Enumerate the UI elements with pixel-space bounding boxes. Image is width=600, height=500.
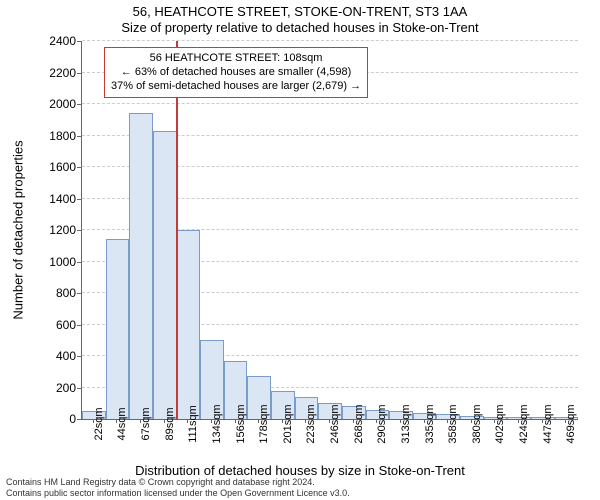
x-tick: 22sqm: [81, 420, 105, 466]
x-tick: 246sqm: [317, 420, 341, 466]
x-tick: 447sqm: [530, 420, 554, 466]
x-tick: 268sqm: [341, 420, 365, 466]
y-tick: 600: [26, 318, 76, 332]
y-tick: 1200: [26, 223, 76, 237]
x-tick: 156sqm: [223, 420, 247, 466]
info-line3: 37% of semi-detached houses are larger (…: [111, 80, 361, 94]
x-tick: 67sqm: [128, 420, 152, 466]
y-axis-label: Number of detached properties: [11, 140, 26, 319]
footer-text: Contains HM Land Registry data © Crown c…: [6, 477, 350, 498]
x-tick: 201sqm: [270, 420, 294, 466]
info-box: 56 HEATHCOTE STREET: 108sqm ← 63% of det…: [104, 47, 368, 98]
info-line1: 56 HEATHCOTE STREET: 108sqm: [111, 52, 361, 66]
x-tick: 290sqm: [365, 420, 389, 466]
x-tick: 424sqm: [506, 420, 530, 466]
histogram-bar: [177, 230, 201, 419]
x-tick: 402sqm: [483, 420, 507, 466]
y-tick: 400: [26, 349, 76, 363]
y-tick: 1800: [26, 129, 76, 143]
y-tick: 2000: [26, 97, 76, 111]
histogram-bar: [129, 113, 153, 419]
x-tick: 134sqm: [199, 420, 223, 466]
x-tick: 380sqm: [459, 420, 483, 466]
y-tick: 1600: [26, 160, 76, 174]
y-tick: 2200: [26, 66, 76, 80]
y-tick: 1000: [26, 255, 76, 269]
x-tick: 178sqm: [246, 420, 270, 466]
x-tick: 44sqm: [105, 420, 129, 466]
chart-title: 56, HEATHCOTE STREET, STOKE-ON-TRENT, ST…: [0, 4, 600, 19]
y-tick: 800: [26, 286, 76, 300]
x-tick: 313sqm: [388, 420, 412, 466]
x-tick: 89sqm: [152, 420, 176, 466]
chart-subtitle: Size of property relative to detached ho…: [0, 20, 600, 35]
plot-area: 56 HEATHCOTE STREET: 108sqm ← 63% of det…: [81, 41, 578, 420]
footer-line2: Contains public sector information licen…: [6, 488, 350, 498]
histogram-bar: [106, 239, 130, 419]
x-axis-label: Distribution of detached houses by size …: [0, 463, 600, 478]
chart-container: 56, HEATHCOTE STREET, STOKE-ON-TRENT, ST…: [0, 0, 600, 500]
y-tick: 0: [26, 412, 76, 426]
y-tick: 200: [26, 381, 76, 395]
footer-line1: Contains HM Land Registry data © Crown c…: [6, 477, 350, 487]
y-tick: 2400: [26, 34, 76, 48]
x-tick: 111sqm: [176, 420, 200, 466]
y-tick: 1400: [26, 192, 76, 206]
x-tick: 469sqm: [554, 420, 578, 466]
histogram-bar: [153, 131, 177, 419]
x-tick: 335sqm: [412, 420, 436, 466]
x-tick: 223sqm: [294, 420, 318, 466]
x-tick: 358sqm: [435, 420, 459, 466]
x-axis-ticks: 22sqm44sqm67sqm89sqm111sqm134sqm156sqm17…: [81, 420, 577, 466]
info-line2: ← 63% of detached houses are smaller (4,…: [111, 66, 361, 80]
